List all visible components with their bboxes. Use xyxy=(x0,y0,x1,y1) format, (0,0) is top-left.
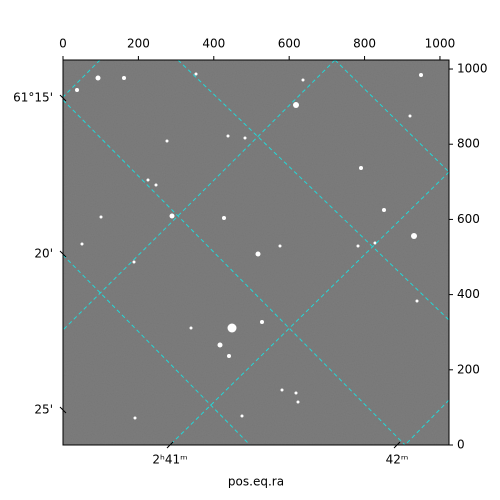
x-tick-label: 600 xyxy=(278,37,301,51)
world-y-tick xyxy=(59,250,67,258)
x-tick-label: 400 xyxy=(202,37,225,51)
y-tick-label: 1000 xyxy=(457,62,488,76)
world-y-tick xyxy=(59,94,67,102)
world-x-tick-label: 2ʰ41ᵐ xyxy=(152,453,187,467)
world-x-tick xyxy=(166,441,174,449)
world-x-tick-label: 42ᵐ xyxy=(386,453,409,467)
world-x-tick xyxy=(393,441,401,449)
y-tick-label: 600 xyxy=(457,212,480,226)
x-tick-label: 800 xyxy=(353,37,376,51)
x-tick-label: 1000 xyxy=(425,37,456,51)
x-tick-label: 0 xyxy=(59,37,67,51)
x-axis-label: pos.eq.ra xyxy=(228,475,284,489)
y-tick-label: 400 xyxy=(457,287,480,301)
world-y-tick-label: 20' xyxy=(34,247,53,261)
y-tick-label: 800 xyxy=(457,137,480,151)
world-y-tick-label: 25' xyxy=(34,403,53,417)
stars xyxy=(75,72,423,420)
coordinate-grid xyxy=(63,60,449,445)
world-y-tick xyxy=(59,406,67,414)
y-tick-label: 200 xyxy=(457,362,480,376)
x-tick-label: 200 xyxy=(127,37,150,51)
sky-image xyxy=(62,59,450,446)
y-tick-label: 0 xyxy=(457,438,465,452)
world-y-tick-label: 61°15' xyxy=(13,91,53,105)
